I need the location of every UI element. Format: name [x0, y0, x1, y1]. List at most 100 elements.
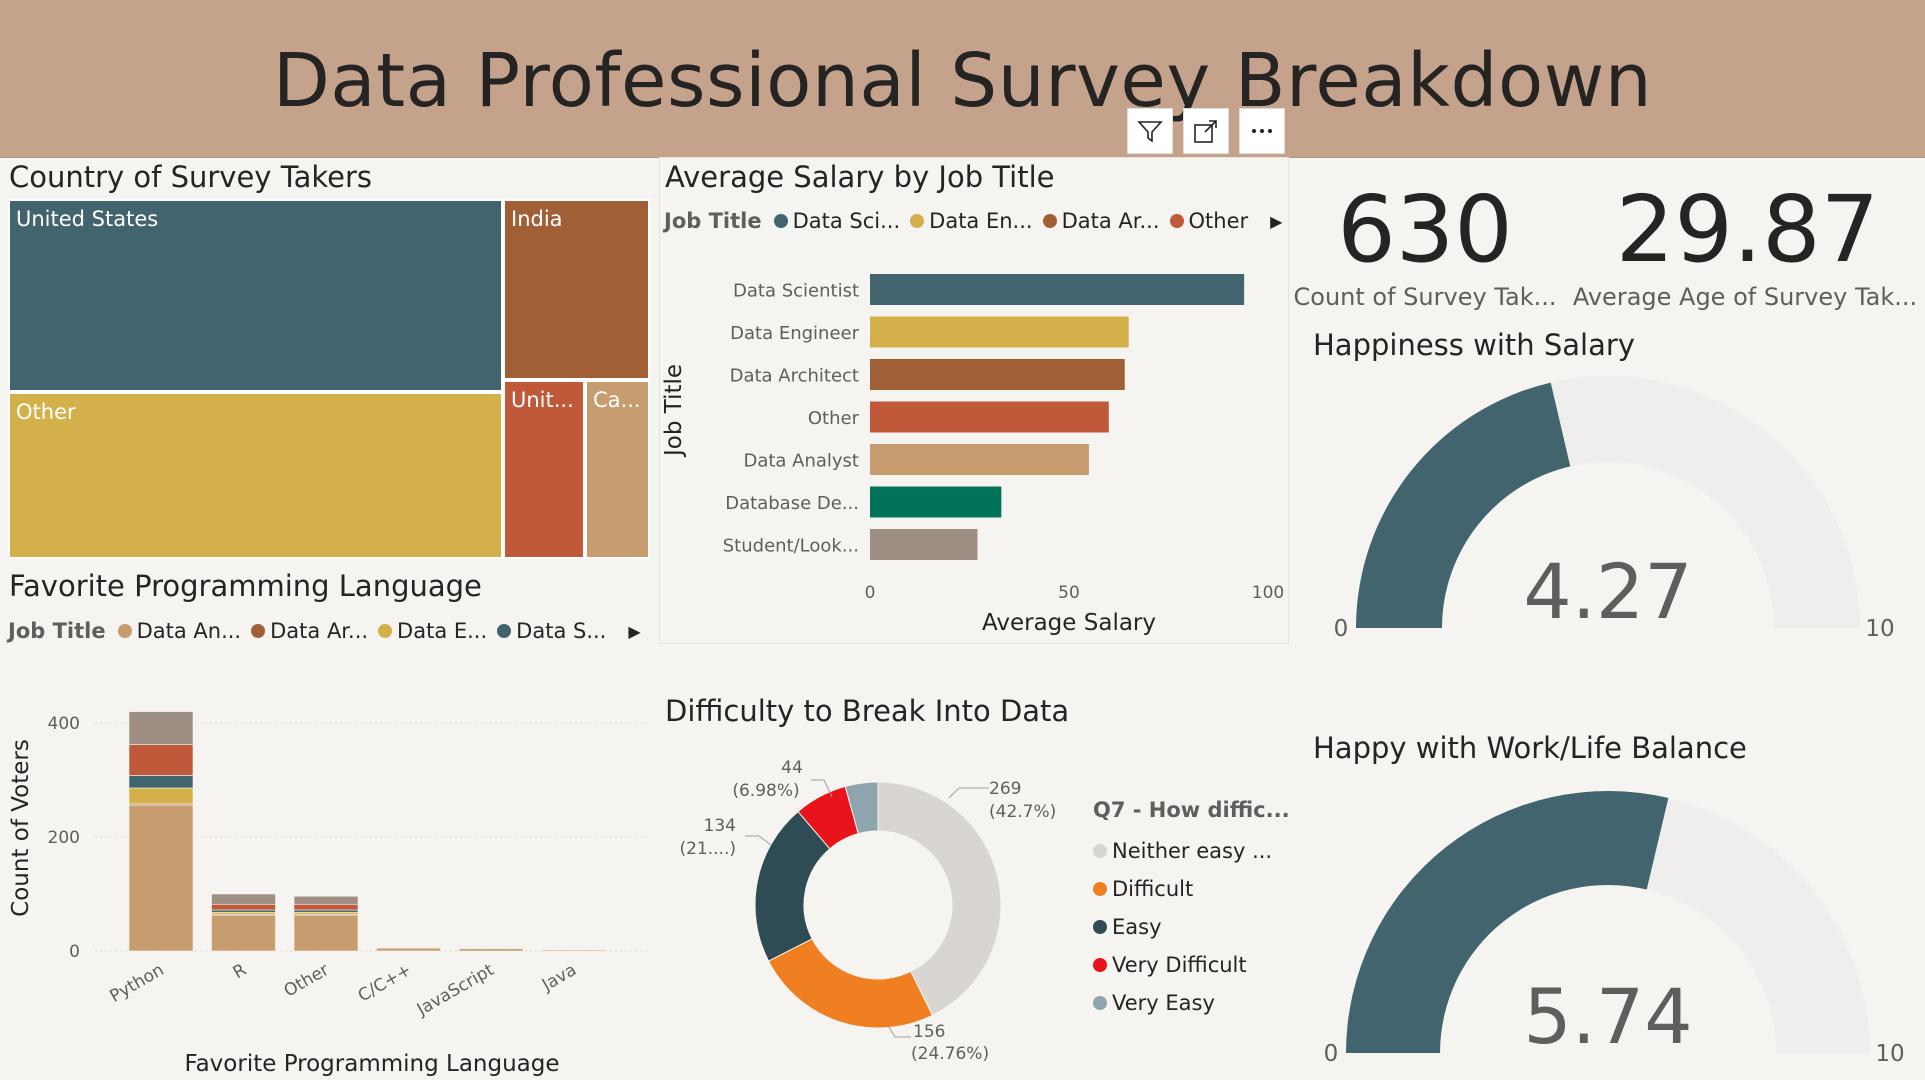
lang-category-label: Other: [281, 960, 333, 1001]
salary-ylabel: Job Title: [661, 364, 687, 458]
treemap-cell-united-states[interactable]: United States: [8, 199, 503, 392]
filter-icon: [1137, 121, 1163, 143]
gauge-fill[interactable]: [1356, 382, 1571, 628]
legend-item-label: Data S...: [516, 619, 607, 643]
donut-slice[interactable]: [877, 781, 1002, 1016]
lang-bar-segment[interactable]: [293, 895, 359, 905]
legend-item[interactable]: Data En...: [910, 209, 1033, 233]
treemap-cell-canada[interactable]: Ca...: [585, 380, 650, 559]
more-options-button[interactable]: [1239, 108, 1285, 154]
legend-item-label: Data Ar...: [1061, 209, 1160, 233]
lang-bar-segment[interactable]: [211, 903, 276, 911]
legend-item-label: Difficult: [1112, 877, 1194, 901]
lang-bar-segment[interactable]: [128, 711, 194, 745]
lang-bar-segment[interactable]: [376, 947, 441, 952]
gauge-salary-title: Happiness with Salary: [1313, 328, 1635, 362]
lang-bar-segment[interactable]: [293, 911, 359, 915]
salary-category-label: Data Scientist: [733, 281, 859, 302]
header-banner: [0, 0, 1925, 158]
lang-bar-segment[interactable]: [211, 911, 276, 915]
donut-slice[interactable]: [767, 938, 934, 1029]
salary-chart-title: Average Salary by Job Title: [665, 160, 1055, 194]
lang-bar-segment[interactable]: [128, 787, 194, 805]
country-treemap[interactable]: United States Other India Unit... Ca...: [8, 199, 650, 559]
donut-label-value: 156: [913, 1022, 945, 1042]
donut-label-value: 44: [781, 758, 803, 778]
legend-item[interactable]: Neither easy ...: [1093, 832, 1290, 870]
treemap-cell-label: Ca...: [593, 388, 641, 412]
legend-item[interactable]: Data Ar...: [251, 619, 368, 643]
legend-field-label: Job Title: [8, 619, 106, 643]
salary-category-label: Other: [808, 408, 860, 429]
salary-bar[interactable]: [870, 444, 1089, 475]
salary-chart-legend: Job Title Data Sci... Data En... Data Ar…: [664, 209, 1282, 233]
lang-category-label: Java: [538, 960, 580, 996]
lang-ylabel: Count of Voters: [8, 739, 34, 917]
salary-xtick-label: 0: [865, 583, 876, 603]
legend-item[interactable]: Easy: [1093, 908, 1290, 946]
gauge-salary: 4.27 0 10: [1334, 376, 1895, 640]
treemap-cell-india[interactable]: India: [503, 199, 650, 380]
salary-bar[interactable]: [870, 274, 1245, 305]
kpi-age-label: Average Age of Survey Tak...: [1572, 283, 1918, 311]
lang-bar-segment[interactable]: [541, 948, 606, 950]
lang-bar-segment[interactable]: [293, 909, 359, 913]
filter-button[interactable]: [1127, 108, 1173, 154]
salary-bar[interactable]: [870, 486, 1002, 518]
lang-category-label: C/C++: [355, 960, 415, 1006]
legend-item[interactable]: Data An...: [117, 619, 241, 643]
salary-xtick-label: 50: [1058, 583, 1080, 603]
donut-leader-line: [888, 1026, 911, 1038]
donut-label-pct: (42.7%): [989, 802, 1056, 822]
donut-slice[interactable]: [844, 781, 879, 835]
donut-leader-line: [948, 787, 989, 799]
salary-bar[interactable]: [870, 359, 1125, 390]
lang-bar-segment[interactable]: [458, 948, 524, 952]
salary-category-label: Data Architect: [730, 366, 859, 387]
legend-item-label: Very Easy: [1112, 991, 1215, 1015]
legend-item[interactable]: Data S...: [497, 619, 606, 643]
lang-bar-segment[interactable]: [211, 915, 276, 952]
kpi-count-value: 630: [1337, 176, 1513, 283]
lang-xlabel: Favorite Programming Language: [184, 1051, 559, 1077]
lang-ytick-label: 400: [48, 714, 80, 734]
treemap-cell-other[interactable]: Other: [8, 392, 503, 559]
legend-item[interactable]: Very Difficult: [1093, 946, 1290, 984]
legend-item[interactable]: Data Ar...: [1042, 209, 1160, 233]
gauge-min-label: 0: [1334, 616, 1349, 640]
salary-category-label: Database De...: [725, 493, 859, 514]
focus-mode-button[interactable]: [1183, 108, 1229, 154]
legend-item[interactable]: Data Sci...: [773, 209, 901, 233]
lang-bar-segment[interactable]: [458, 946, 524, 948]
salary-category-label: Data Engineer: [730, 323, 859, 344]
lang-bar-segment[interactable]: [128, 804, 194, 952]
treemap-cell-label: Other: [16, 400, 76, 424]
treemap-cell-label: Unit...: [511, 388, 574, 412]
legend-item-label: Data Ar...: [270, 619, 369, 643]
legend-item[interactable]: Data E...: [378, 619, 487, 643]
more-options-icon: [1252, 129, 1272, 133]
legend-item[interactable]: Very Easy: [1093, 984, 1290, 1022]
lang-bar-segment[interactable]: [376, 944, 441, 947]
lang-bar-segment[interactable]: [128, 744, 194, 776]
legend-item[interactable]: Difficult: [1093, 870, 1290, 908]
lang-bar-segment[interactable]: [293, 915, 359, 952]
gauge-min-label: 0: [1324, 1041, 1339, 1067]
lang-bar-segment[interactable]: [128, 775, 194, 789]
gauge-worklife-title: Happy with Work/Life Balance: [1313, 731, 1747, 765]
lang-bar-segment[interactable]: [211, 893, 276, 905]
treemap-cell-united-kingdom[interactable]: Unit...: [503, 380, 585, 559]
lang-bar-segment[interactable]: [211, 909, 276, 913]
legend-item[interactable]: Other: [1169, 209, 1248, 233]
donut-legend: Q7 - How diffic... Neither easy ... Diff…: [1093, 798, 1290, 1022]
legend-item-label: Data Sci...: [792, 209, 901, 233]
legend-field-label: Job Title: [664, 209, 762, 233]
salary-bar[interactable]: [870, 316, 1129, 348]
legend-next-arrow-icon[interactable]: ▶: [1270, 211, 1283, 231]
lang-bar-segment[interactable]: [293, 903, 359, 911]
salary-bar[interactable]: [870, 401, 1109, 433]
gauge-value: 5.74: [1523, 972, 1692, 1061]
gauge-fill[interactable]: [1346, 791, 1669, 1053]
salary-bar[interactable]: [870, 529, 978, 560]
legend-next-arrow-icon[interactable]: ▶: [628, 621, 641, 641]
